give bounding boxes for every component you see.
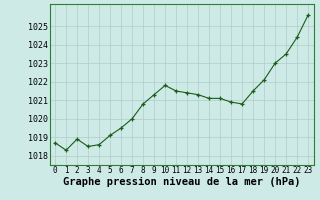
X-axis label: Graphe pression niveau de la mer (hPa): Graphe pression niveau de la mer (hPa) bbox=[63, 177, 300, 187]
